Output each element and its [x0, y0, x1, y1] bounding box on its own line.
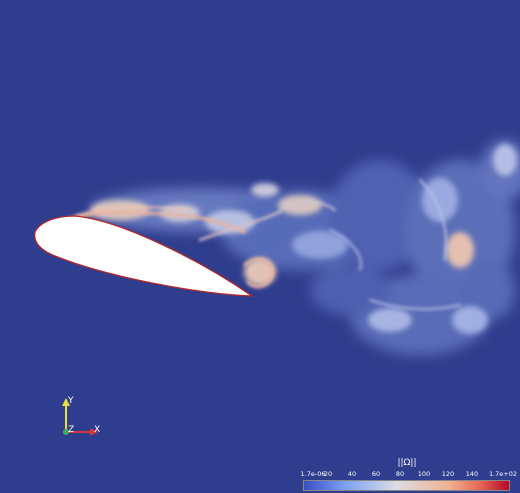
colorbar-max-label: 1.7e+02 — [488, 470, 518, 478]
colorbar-tick: 80 — [395, 470, 405, 478]
axis-x-label: X — [94, 425, 101, 435]
axis-y-label: Y — [68, 396, 74, 406]
vortex-structures — [90, 144, 517, 334]
airfoil — [34, 215, 255, 297]
colorbar-min-label: 1.7e-06 — [300, 470, 326, 478]
orientation-axes — [62, 398, 98, 436]
shear-layer — [58, 179, 461, 311]
axis-z-label: Z — [68, 425, 75, 435]
colorbar-tick: 140 — [465, 470, 479, 478]
colorbar-tick: 20 — [323, 470, 333, 478]
colorbar — [303, 480, 510, 491]
colorbar-ticks: 1.7e-06 20 40 60 80 100 120 140 1.7e+02 — [296, 470, 518, 480]
colorbar-tick: 60 — [371, 470, 381, 478]
colorbar-tick: 120 — [441, 470, 455, 478]
colorbar-title: ||Ω|| — [397, 458, 417, 468]
colorbar-gradient — [303, 480, 510, 491]
colorbar-tick: 100 — [417, 470, 431, 478]
colorbar-tick: 40 — [347, 470, 357, 478]
